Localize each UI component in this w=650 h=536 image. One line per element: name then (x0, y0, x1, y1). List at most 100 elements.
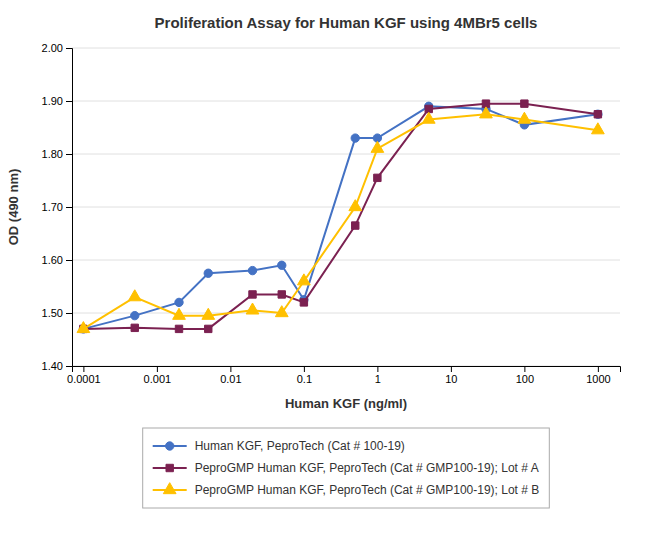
legend-box (143, 428, 550, 508)
plot-area: 0.0001 0.001 0.01 0.1 1 10 100 1000 1.40 1.50 1.60… (6, 42, 621, 508)
grid-line (72, 207, 620, 208)
series-point (128, 290, 141, 301)
series-point (248, 266, 256, 274)
x-tick-mark (304, 366, 305, 372)
series-point (422, 112, 435, 123)
grid-line (72, 260, 620, 261)
series-point (204, 269, 212, 277)
x-tick-mark (598, 366, 599, 372)
x-tick: 0.001 (144, 366, 172, 385)
x-tick-label: 0.1 (297, 373, 312, 385)
x-axis-title: Human KGF (ng/ml) (285, 396, 407, 411)
series-point (173, 308, 186, 319)
legend-marker (163, 483, 176, 494)
series-point (518, 112, 531, 123)
series-point (131, 324, 138, 331)
grid (72, 48, 620, 366)
series-point (371, 141, 384, 152)
legend-label: PeproGMP Human KGF, PeproTech (Cat # GMP… (195, 483, 540, 497)
x-tick-mark (83, 366, 84, 372)
x-tick-mark (377, 366, 378, 372)
x-axis: 0.0001 0.001 0.01 0.1 1 10 100 1000 (67, 366, 620, 385)
series-point (521, 100, 528, 107)
series-point (298, 274, 311, 285)
series-point (278, 291, 285, 298)
series-point (594, 110, 602, 118)
series-point (278, 261, 286, 269)
y-tick: 1.40 (42, 360, 72, 372)
legend-label: Human KGF, PeproTech (Cat # 100-19) (195, 439, 405, 453)
x-tick-label: 10 (445, 373, 457, 385)
y-tick: 1.60 (42, 254, 72, 266)
x-tick: 0.01 (220, 366, 241, 385)
grid-line (72, 101, 620, 102)
legend-label: PeproGMP Human KGF, PeproTech (Cat # GMP… (195, 461, 539, 475)
x-tick: 10 (445, 366, 457, 385)
legend: Human KGF, PeproTech (Cat # 100-19) Pepro… (143, 428, 550, 508)
x-tick-mark (230, 366, 231, 372)
y-tick-label: 1.50 (42, 307, 63, 319)
x-tick: 0.1 (297, 366, 312, 385)
y-tick-label: 1.40 (42, 360, 63, 372)
y-tick: 1.80 (42, 148, 72, 160)
x-axis-line (73, 367, 621, 373)
x-tick-label: 1000 (586, 373, 610, 385)
series-point (249, 291, 256, 298)
x-tick-label: 0.0001 (67, 373, 101, 385)
y-tick-mark (66, 366, 72, 367)
series-point (175, 298, 183, 306)
series-point (175, 325, 182, 332)
legend-item: PeproGMP Human KGF, PeproTech (Cat # GMP… (153, 483, 540, 498)
y-tick-mark (66, 101, 72, 102)
x-tick-mark (524, 366, 525, 372)
y-tick: 2.00 (42, 42, 72, 54)
x-tick-label: 0.01 (220, 373, 241, 385)
series-line (83, 114, 597, 329)
series-point (246, 303, 259, 314)
series-point (594, 111, 601, 118)
series-point (205, 325, 212, 332)
y-axis-title: OD (490 nm) (6, 169, 21, 246)
y-tick-mark (66, 207, 72, 208)
series-line (83, 104, 597, 329)
series-point (351, 134, 359, 142)
grid-line (72, 313, 620, 314)
x-tick: 1 (375, 366, 381, 385)
y-tick-mark (66, 313, 72, 314)
series-line (83, 106, 597, 329)
series-point (480, 107, 493, 118)
y-tick: 1.70 (42, 201, 72, 213)
series-point (352, 222, 359, 229)
y-axis: 1.40 1.50 1.60 1.70 1.80 1.90 2.00 (42, 42, 73, 372)
y-tick: 1.50 (42, 307, 72, 319)
series-point (374, 174, 381, 181)
x-tick-label: 1 (375, 373, 381, 385)
x-tick-label: 0.001 (144, 373, 172, 385)
x-tick-mark (157, 366, 158, 372)
series-point (202, 308, 215, 319)
series-point (349, 200, 362, 211)
legend-marker (166, 464, 173, 471)
x-tick: 1000 (586, 366, 610, 385)
series-group (77, 100, 604, 333)
y-tick-label: 1.80 (42, 148, 63, 160)
x-tick: 0.0001 (67, 366, 101, 385)
y-tick-mark (66, 48, 72, 49)
series-point (275, 306, 288, 317)
y-tick-label: 1.60 (42, 254, 63, 266)
series-point (592, 123, 605, 134)
series-point (131, 311, 139, 319)
x-tick-mark (451, 366, 452, 372)
y-tick-label: 1.90 (42, 95, 63, 107)
x-tick: 100 (516, 366, 534, 385)
y-tick-label: 1.70 (42, 201, 63, 213)
title: Proliferation Assay for Human KGF using … (155, 14, 538, 31)
legend-item: PeproGMP Human KGF, PeproTech (Cat # GMP… (153, 461, 539, 475)
y-tick-mark (66, 260, 72, 261)
chart: 0.0001 0.001 0.01 0.1 1 10 100 1000 1.40 1.50 1.60… (0, 0, 650, 536)
grid-line (72, 154, 620, 155)
legend-marker (166, 442, 174, 450)
legend-item: Human KGF, PeproTech (Cat # 100-19) (153, 439, 405, 453)
y-axis-line (66, 49, 73, 367)
series-point (77, 322, 90, 333)
